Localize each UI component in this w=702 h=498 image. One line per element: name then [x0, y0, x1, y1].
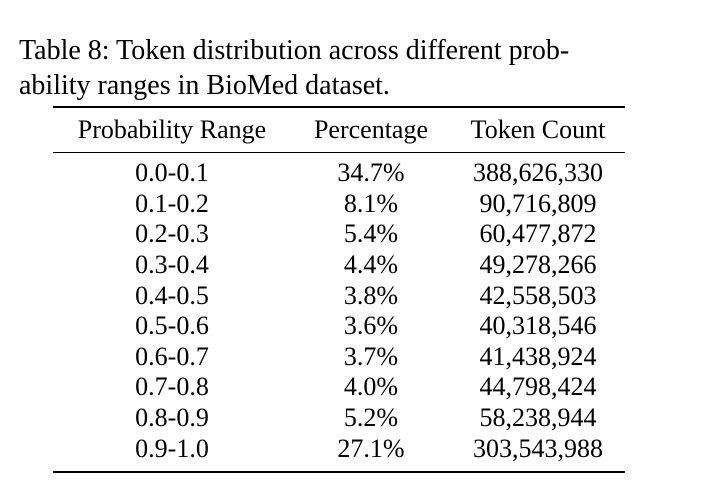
cell-percentage: 5.4%: [343, 219, 399, 249]
cell-percentage: 27.1%: [337, 433, 405, 463]
header-token-count: Token Count: [470, 115, 606, 144]
caption-line-2: ability ranges in BioMed dataset.: [19, 70, 390, 101]
cell-token-count: 41,438,924: [479, 341, 597, 371]
cell-probability-range: 0.5-0.6: [135, 311, 209, 341]
bottom-rule: [53, 471, 625, 473]
cell-probability-range: 0.2-0.3: [135, 219, 209, 249]
table-row: 0.6-0.7 3.7% 41,438,924: [53, 342, 625, 373]
cell-token-count: 60,477,872: [479, 219, 597, 249]
cell-percentage: 4.0%: [343, 372, 399, 402]
cell-token-count: 44,798,424: [479, 372, 597, 402]
cell-percentage: 5.2%: [343, 403, 399, 433]
cell-token-count: 49,278,266: [479, 250, 597, 280]
table-row: 0.1-0.2 8.1% 90,716,809: [53, 189, 625, 220]
cell-probability-range: 0.6-0.7: [135, 341, 209, 371]
cell-probability-range: 0.3-0.4: [135, 250, 209, 280]
cell-percentage: 3.6%: [343, 311, 399, 341]
table-row: 0.5-0.6 3.6% 40,318,546: [53, 311, 625, 342]
cell-token-count: 388,626,330: [473, 158, 603, 188]
caption-line-1: Table 8: Token distribution across diffe…: [19, 35, 570, 66]
cell-probability-range: 0.8-0.9: [135, 403, 209, 433]
table-row: 0.8-0.9 5.2% 58,238,944: [53, 403, 625, 434]
header-probability-range: Probability Range: [77, 115, 267, 144]
cell-percentage: 34.7%: [337, 158, 405, 188]
table-row: 0.0-0.1 34.7% 388,626,330: [53, 152, 625, 189]
cell-token-count: 303,543,988: [473, 433, 603, 463]
cell-token-count: 40,318,546: [479, 311, 597, 341]
cell-token-count: 90,716,809: [479, 188, 597, 218]
cell-percentage: 3.8%: [343, 280, 399, 310]
header-row: Probability Range Percentage Token Count: [53, 108, 625, 152]
header-percentage: Percentage: [313, 115, 429, 144]
cell-probability-range: 0.4-0.5: [135, 280, 209, 310]
top-rule: [53, 106, 625, 108]
cell-probability-range: 0.7-0.8: [135, 372, 209, 402]
cell-percentage: 4.4%: [343, 250, 399, 280]
table-row: 0.7-0.8 4.0% 44,798,424: [53, 372, 625, 403]
cell-probability-range: 0.1-0.2: [135, 188, 209, 218]
cell-probability-range: 0.0-0.1: [135, 158, 209, 188]
cell-percentage: 3.7%: [343, 341, 399, 371]
cell-percentage: 8.1%: [343, 188, 399, 218]
cell-token-count: 42,558,503: [479, 280, 597, 310]
header-rule: [53, 152, 625, 153]
table-row: 0.3-0.4 4.4% 49,278,266: [53, 250, 625, 281]
table-row: 0.4-0.5 3.8% 42,558,503: [53, 280, 625, 311]
table-caption: Table 8: Token distribution across diffe…: [19, 33, 689, 103]
table-row: 0.2-0.3 5.4% 60,477,872: [53, 219, 625, 250]
cell-probability-range: 0.9-1.0: [135, 433, 209, 463]
cell-token-count: 58,238,944: [479, 403, 597, 433]
token-distribution-table: Probability Range Percentage Token Count…: [53, 108, 625, 464]
table-row: 0.9-1.0 27.1% 303,543,988: [53, 433, 625, 464]
